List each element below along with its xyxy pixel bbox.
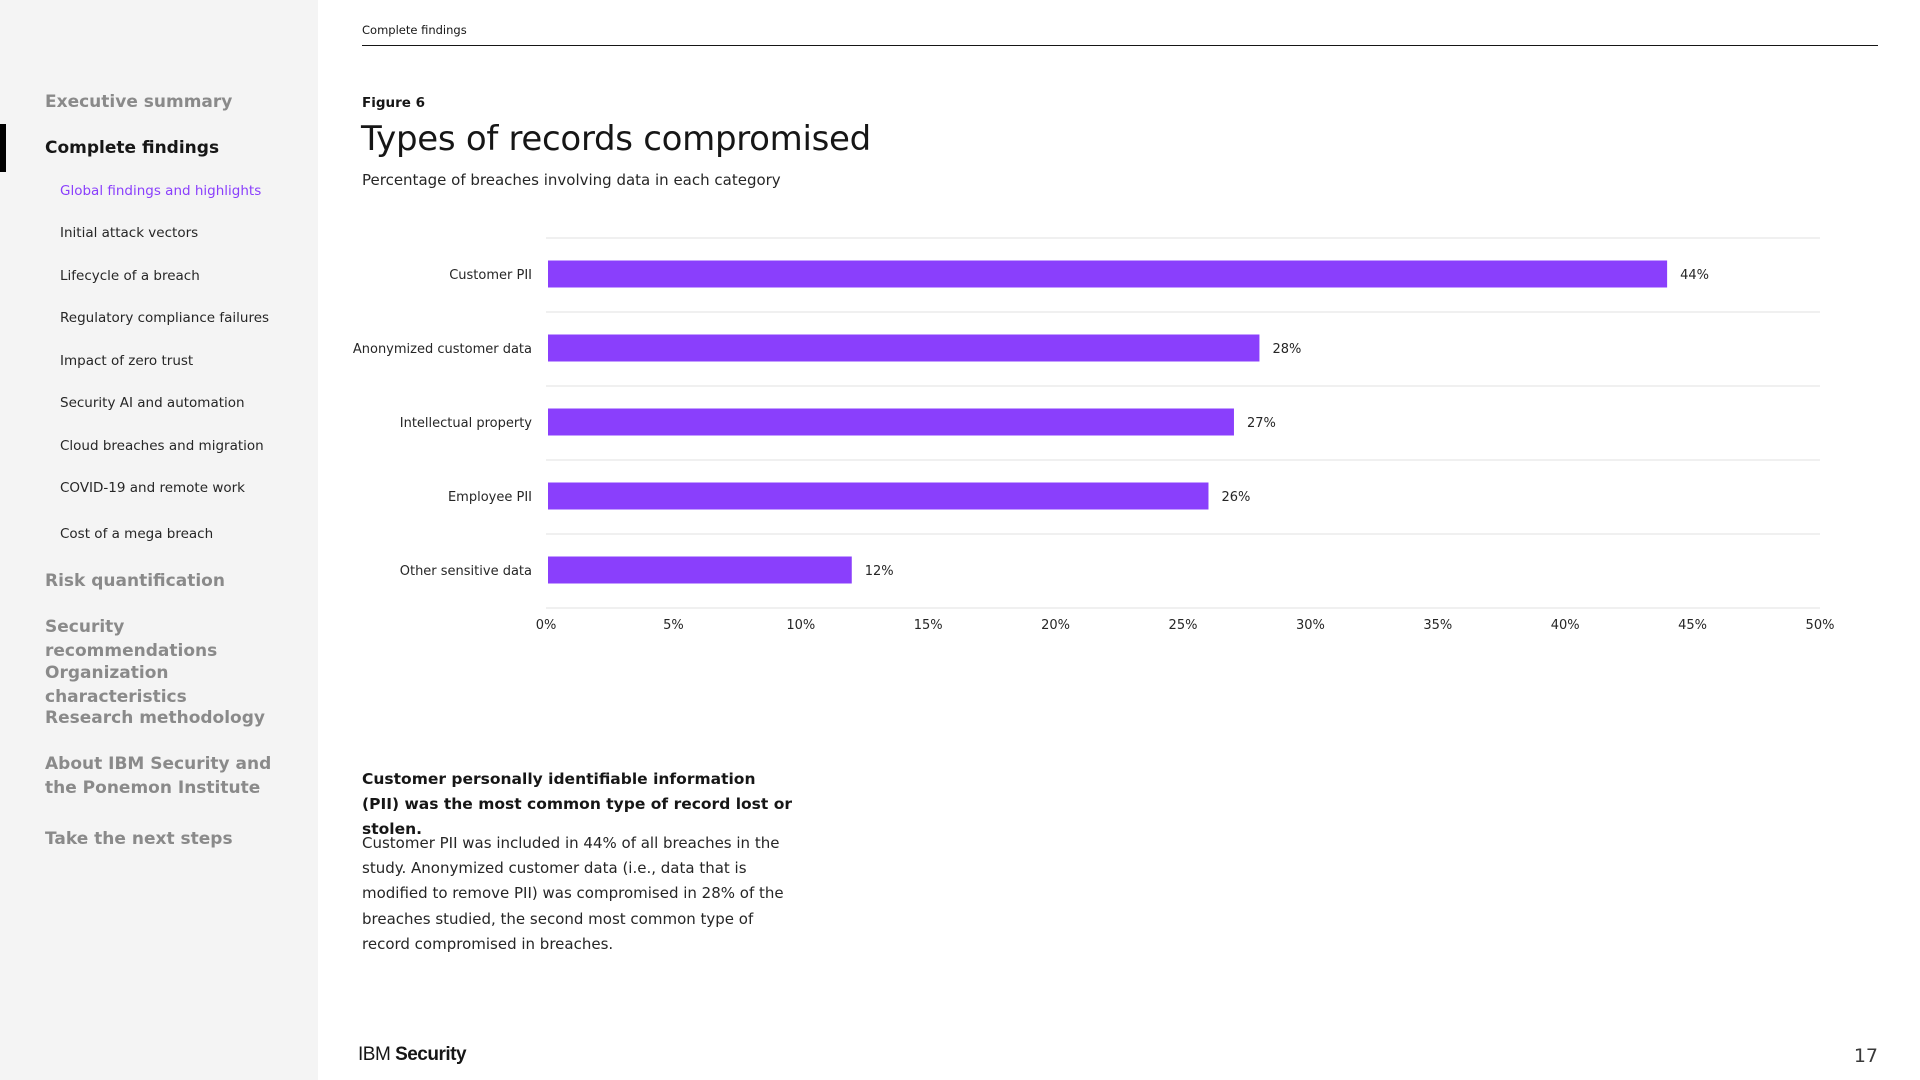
data-label: 28% xyxy=(1272,342,1301,357)
brand-bold-text: Security xyxy=(395,1044,467,1065)
body-paragraph: Customer PII was included in 44% of all … xyxy=(362,834,784,953)
x-tick-label: 30% xyxy=(1296,618,1325,633)
category-label: Other sensitive data xyxy=(400,564,532,579)
data-label: 44% xyxy=(1680,268,1709,283)
category-label: Intellectual property xyxy=(400,416,533,431)
body-heading: Customer personally identifiable informa… xyxy=(362,770,792,838)
bar-chart: Customer PII 44% Anonymized customer data 2… xyxy=(353,237,1835,633)
figure-label: Figure 6 xyxy=(362,95,426,111)
x-tick-label: 45% xyxy=(1678,618,1707,633)
nav-take-next-steps[interactable]: Take the next steps xyxy=(45,829,233,849)
nav-sub-cloud-breaches[interactable]: Cloud breaches and migration xyxy=(60,438,264,454)
active-section-indicator xyxy=(0,124,6,172)
nav-sub-zero-trust[interactable]: Impact of zero trust xyxy=(60,353,194,369)
nav-security-recommendations[interactable]: Security recommendations xyxy=(45,617,218,661)
page-number: 17 xyxy=(1853,1045,1878,1067)
nav-sub-global-findings[interactable]: Global findings and highlights xyxy=(60,183,262,199)
nav-organization-characteristics[interactable]: Organization characteristics xyxy=(45,663,187,707)
nav-sub-regulatory-compliance[interactable]: Regulatory compliance failures xyxy=(60,310,270,326)
x-tick-label: 0% xyxy=(536,618,557,633)
nav-research-methodology[interactable]: Research methodology xyxy=(45,708,265,728)
chart-subtitle: Percentage of breaches involving data in… xyxy=(362,171,781,189)
x-tick-label: 5% xyxy=(663,618,684,633)
nav-risk-quantification[interactable]: Risk quantification xyxy=(45,571,225,591)
section-header-label: Complete findings xyxy=(362,23,467,37)
nav-sub-mega-breach[interactable]: Cost of a mega breach xyxy=(60,526,214,542)
sidebar-navigation: Executive summary Complete findings Glob… xyxy=(0,0,318,1080)
x-tick-label: 15% xyxy=(914,618,943,633)
nav-sub-lifecycle-of-breach[interactable]: Lifecycle of a breach xyxy=(60,268,200,284)
bar xyxy=(548,556,852,584)
x-tick-label: 35% xyxy=(1423,618,1452,633)
nav-about-ibm-ponemon[interactable]: About IBM Security and the Ponemon Insti… xyxy=(45,754,272,798)
x-tick-label: 10% xyxy=(786,618,815,633)
nav-sub-covid-remote-work[interactable]: COVID-19 and remote work xyxy=(60,480,245,496)
nav-executive-summary[interactable]: Executive summary xyxy=(45,92,233,112)
x-tick-label: 20% xyxy=(1041,618,1070,633)
bar xyxy=(548,334,1260,362)
header-divider xyxy=(362,45,1878,46)
chart-title: Types of records compromised xyxy=(361,119,871,159)
x-tick-label: 40% xyxy=(1551,618,1580,633)
bar xyxy=(548,408,1234,436)
data-label: 26% xyxy=(1221,490,1250,505)
nav-sub-initial-attack-vectors[interactable]: Initial attack vectors xyxy=(60,225,199,241)
category-label: Anonymized customer data xyxy=(353,342,532,357)
ibm-security-logo: IBM Security xyxy=(358,1044,467,1066)
x-tick-label: 25% xyxy=(1169,618,1198,633)
nav-sub-security-ai[interactable]: Security AI and automation xyxy=(60,395,245,411)
category-label: Customer PII xyxy=(449,268,532,283)
category-label: Employee PII xyxy=(448,490,532,505)
nav-complete-findings[interactable]: Complete findings xyxy=(45,138,220,158)
bar xyxy=(548,482,1209,510)
brand-light-text: IBM xyxy=(358,1044,391,1065)
bar xyxy=(548,260,1668,288)
x-tick-label: 50% xyxy=(1806,618,1835,633)
data-label: 27% xyxy=(1247,416,1276,431)
data-label: 12% xyxy=(865,564,894,579)
